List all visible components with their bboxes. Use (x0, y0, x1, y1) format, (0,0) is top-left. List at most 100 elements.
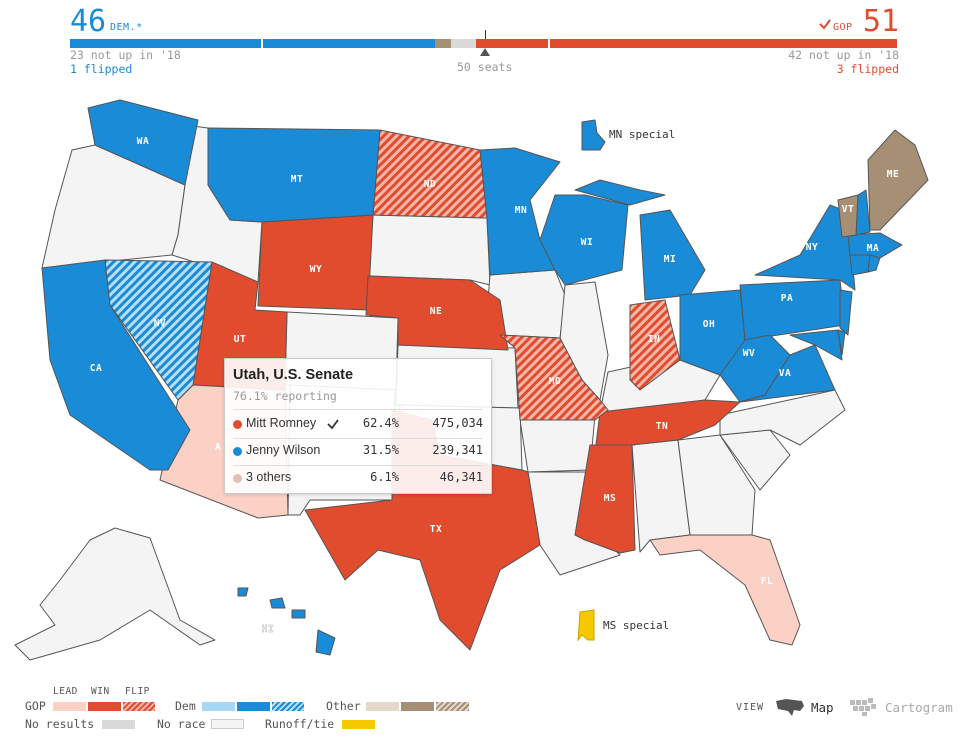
dem-not-up-segment (70, 39, 263, 48)
label-me: ME (887, 169, 899, 180)
legend-flip-heading: FLIP (125, 686, 150, 697)
state-fl[interactable] (649, 534, 801, 646)
special-ms-icon[interactable] (577, 609, 595, 642)
state-de[interactable] (837, 329, 846, 356)
legend-win-heading: WIN (91, 686, 110, 697)
state-wa[interactable] (87, 99, 199, 186)
legend-no-results-label: No results (25, 717, 95, 731)
label-mo: MO (549, 376, 561, 387)
legend-other-label: Other (326, 699, 361, 713)
state-ma[interactable] (847, 232, 903, 259)
check-icon (819, 19, 831, 30)
state-sd[interactable] (367, 214, 491, 286)
state-hi[interactable] (237, 587, 336, 656)
candidate-pct: 6.1% (370, 470, 399, 484)
label-ca: CA (90, 363, 102, 374)
label-nd: ND (424, 179, 436, 190)
legend-other-lead-swatch (366, 702, 399, 711)
view-map-label[interactable]: Map (811, 700, 834, 715)
state-mo[interactable] (499, 334, 609, 421)
label-ne: NE (430, 306, 442, 317)
state-ne[interactable] (365, 275, 509, 351)
state-vt[interactable] (837, 194, 859, 238)
legend-dem-lead-swatch (202, 702, 235, 711)
majority-tick (485, 30, 486, 39)
candidate-name: Jenny Wilson (246, 443, 321, 457)
label-wy: WY (310, 264, 322, 275)
label-fl: FL (761, 576, 773, 587)
majority-text: 50 seats (457, 60, 513, 74)
legend-runoff-label: Runoff/tie (265, 717, 335, 731)
state-mi-up[interactable] (574, 179, 666, 206)
state-ms[interactable] (574, 444, 636, 554)
state-wy[interactable] (257, 214, 374, 311)
state-result-tooltip: Utah, U.S. Senate 76.1% reporting Mitt R… (224, 358, 492, 494)
candidate-votes: 475,034 (432, 416, 483, 430)
view-cartogram-button[interactable] (848, 697, 880, 721)
state-ga[interactable] (677, 434, 756, 536)
state-ak[interactable] (14, 527, 216, 661)
us-map-icon (776, 699, 804, 716)
special-ms-label: MS special (603, 619, 669, 632)
legend-no-race-swatch (211, 719, 244, 729)
candidate-color-dot (233, 420, 242, 429)
gop-not-up-text: 42 not up in '18 (788, 48, 899, 62)
other-segment (435, 39, 451, 48)
legend-gop-lead-swatch (53, 702, 86, 711)
label-tx: TX (430, 524, 442, 535)
state-nj[interactable] (839, 289, 853, 336)
label-pa: PA (781, 293, 793, 304)
label-nv: NV (154, 318, 166, 329)
label-va: VA (779, 368, 791, 379)
state-in[interactable] (629, 299, 681, 391)
label-wi: WI (581, 237, 593, 248)
candidate-row: 3 others 6.1% 46,341 (233, 469, 483, 489)
legend-other-flip-swatch (436, 702, 469, 711)
legend-no-results-swatch (102, 720, 135, 729)
candidate-pct: 31.5% (362, 443, 399, 457)
label-ut: UT (234, 334, 246, 345)
gop-not-up-segment (550, 39, 897, 48)
special-mn-icon[interactable] (581, 119, 606, 151)
no-results-segment (451, 39, 476, 48)
label-oh: OH (703, 319, 715, 330)
label-az: A (215, 442, 221, 453)
state-nv[interactable] (104, 259, 213, 401)
label-hi: HI (262, 624, 274, 635)
legend-gop-label: GOP (25, 699, 46, 713)
label-ma: MA (867, 243, 879, 254)
state-wi[interactable] (539, 194, 629, 286)
state-va[interactable] (739, 344, 836, 403)
view-map-button[interactable] (774, 697, 806, 721)
legend-dem-flip-swatch (272, 702, 304, 711)
legend-gop-flip-swatch (123, 702, 155, 711)
candidate-name: Mitt Romney (246, 416, 317, 430)
label-mi: MI (664, 254, 676, 265)
state-me[interactable] (867, 129, 929, 231)
state-ct[interactable] (849, 254, 871, 276)
candidate-votes: 46,341 (439, 470, 483, 484)
state-ri[interactable] (867, 254, 881, 273)
legend-runoff-swatch (342, 720, 375, 729)
state-mt[interactable] (207, 127, 381, 223)
label-ms: MS (604, 493, 616, 504)
legend-other-win-swatch (401, 702, 434, 711)
state-nd[interactable] (372, 129, 488, 219)
tooltip-reporting: 76.1% reporting (233, 389, 337, 403)
dem-label: DEM.* (110, 22, 143, 33)
candidate-pct: 62.4% (362, 416, 399, 430)
tooltip-divider (233, 409, 483, 410)
state-mi[interactable] (639, 209, 706, 301)
cartogram-icon (850, 698, 876, 716)
label-tn: TN (656, 421, 668, 432)
label-in: IN (648, 334, 660, 345)
senate-balance-bar (70, 39, 899, 48)
dem-seat-count: 46 (70, 4, 107, 39)
label-wv: WV (743, 348, 755, 359)
gop-flipped-text: 3 flipped (836, 62, 899, 76)
tooltip-divider (233, 438, 483, 439)
view-cartogram-label[interactable]: Cartogram (885, 700, 953, 715)
state-md[interactable] (789, 329, 843, 361)
candidate-votes: 239,341 (432, 443, 483, 457)
state-ar[interactable] (519, 414, 596, 473)
